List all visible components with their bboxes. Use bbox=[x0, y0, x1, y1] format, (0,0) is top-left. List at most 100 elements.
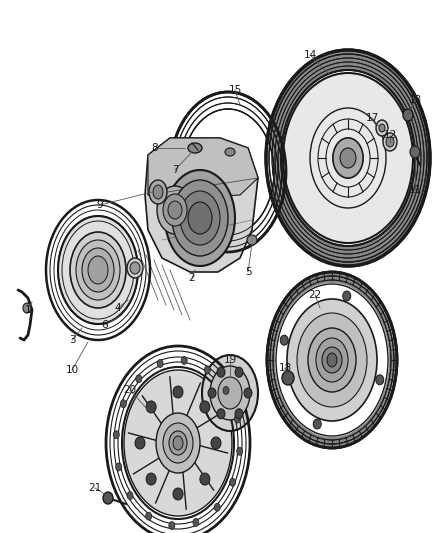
Ellipse shape bbox=[127, 491, 133, 499]
Ellipse shape bbox=[173, 386, 183, 398]
Ellipse shape bbox=[180, 191, 220, 245]
Ellipse shape bbox=[208, 388, 216, 398]
Ellipse shape bbox=[234, 415, 240, 423]
Ellipse shape bbox=[157, 186, 193, 234]
Ellipse shape bbox=[135, 437, 145, 449]
Ellipse shape bbox=[340, 148, 356, 168]
Ellipse shape bbox=[58, 216, 138, 324]
Ellipse shape bbox=[202, 355, 258, 431]
Ellipse shape bbox=[172, 180, 228, 256]
Text: 1: 1 bbox=[25, 305, 31, 315]
Ellipse shape bbox=[266, 50, 430, 266]
Ellipse shape bbox=[156, 413, 200, 473]
Ellipse shape bbox=[235, 367, 243, 377]
Ellipse shape bbox=[163, 194, 187, 226]
Ellipse shape bbox=[223, 386, 229, 394]
Ellipse shape bbox=[153, 185, 163, 199]
Text: 2: 2 bbox=[189, 273, 195, 283]
Ellipse shape bbox=[283, 73, 413, 243]
Ellipse shape bbox=[313, 419, 321, 429]
Ellipse shape bbox=[188, 143, 202, 153]
Text: 5: 5 bbox=[245, 267, 251, 277]
Ellipse shape bbox=[116, 463, 122, 471]
Text: 22: 22 bbox=[308, 290, 321, 300]
Ellipse shape bbox=[165, 170, 235, 266]
Polygon shape bbox=[148, 138, 258, 198]
Ellipse shape bbox=[173, 488, 183, 500]
Ellipse shape bbox=[403, 109, 413, 121]
Ellipse shape bbox=[157, 360, 163, 368]
Ellipse shape bbox=[136, 375, 142, 383]
Ellipse shape bbox=[244, 388, 252, 398]
Ellipse shape bbox=[327, 353, 337, 367]
Text: 19: 19 bbox=[223, 355, 237, 365]
Ellipse shape bbox=[343, 291, 351, 301]
Ellipse shape bbox=[200, 401, 210, 413]
Ellipse shape bbox=[88, 256, 108, 284]
Ellipse shape bbox=[379, 124, 385, 132]
Ellipse shape bbox=[146, 473, 156, 485]
Text: 12: 12 bbox=[383, 130, 397, 140]
Ellipse shape bbox=[146, 512, 152, 520]
Ellipse shape bbox=[225, 148, 235, 156]
Ellipse shape bbox=[188, 202, 212, 234]
Text: 7: 7 bbox=[172, 165, 178, 175]
Ellipse shape bbox=[322, 347, 342, 373]
Ellipse shape bbox=[316, 338, 348, 382]
Ellipse shape bbox=[103, 492, 113, 504]
Ellipse shape bbox=[169, 431, 187, 455]
Ellipse shape bbox=[173, 436, 183, 450]
Ellipse shape bbox=[386, 137, 394, 147]
Text: 21: 21 bbox=[88, 483, 102, 493]
Ellipse shape bbox=[70, 232, 126, 308]
Text: 13: 13 bbox=[408, 95, 422, 105]
Ellipse shape bbox=[281, 70, 415, 246]
Ellipse shape bbox=[23, 303, 31, 313]
Text: 3: 3 bbox=[69, 335, 75, 345]
Ellipse shape bbox=[217, 367, 225, 377]
Text: 18: 18 bbox=[279, 363, 292, 373]
Ellipse shape bbox=[163, 423, 193, 463]
Ellipse shape bbox=[287, 299, 377, 421]
Ellipse shape bbox=[297, 313, 367, 407]
Text: 8: 8 bbox=[152, 143, 158, 153]
Text: 15: 15 bbox=[228, 85, 242, 95]
Ellipse shape bbox=[200, 473, 210, 485]
Ellipse shape bbox=[181, 357, 187, 365]
Text: 6: 6 bbox=[102, 320, 108, 330]
Ellipse shape bbox=[76, 240, 120, 300]
Ellipse shape bbox=[168, 201, 182, 219]
Ellipse shape bbox=[383, 133, 397, 151]
Ellipse shape bbox=[217, 409, 225, 419]
Text: 14: 14 bbox=[304, 50, 317, 60]
Ellipse shape bbox=[127, 258, 143, 278]
Ellipse shape bbox=[214, 503, 220, 511]
Ellipse shape bbox=[275, 283, 389, 437]
Ellipse shape bbox=[410, 146, 420, 158]
Ellipse shape bbox=[149, 180, 167, 204]
Text: 10: 10 bbox=[65, 365, 78, 375]
Ellipse shape bbox=[376, 120, 388, 136]
Text: 4: 4 bbox=[115, 303, 121, 313]
Ellipse shape bbox=[376, 375, 384, 385]
Ellipse shape bbox=[169, 522, 175, 530]
Text: 20: 20 bbox=[124, 385, 137, 395]
Ellipse shape bbox=[120, 400, 127, 408]
Ellipse shape bbox=[280, 335, 288, 345]
Text: 17: 17 bbox=[365, 113, 378, 123]
Ellipse shape bbox=[218, 377, 242, 409]
Ellipse shape bbox=[182, 109, 274, 235]
Ellipse shape bbox=[82, 248, 114, 292]
Ellipse shape bbox=[267, 272, 397, 448]
Ellipse shape bbox=[237, 447, 243, 455]
Ellipse shape bbox=[130, 262, 140, 274]
Ellipse shape bbox=[124, 370, 232, 516]
Ellipse shape bbox=[204, 366, 210, 374]
Ellipse shape bbox=[235, 409, 243, 419]
Polygon shape bbox=[145, 138, 258, 272]
Ellipse shape bbox=[193, 519, 199, 527]
Ellipse shape bbox=[210, 366, 250, 420]
Text: 9: 9 bbox=[97, 200, 103, 210]
Ellipse shape bbox=[282, 371, 294, 385]
Text: 11: 11 bbox=[408, 185, 422, 195]
